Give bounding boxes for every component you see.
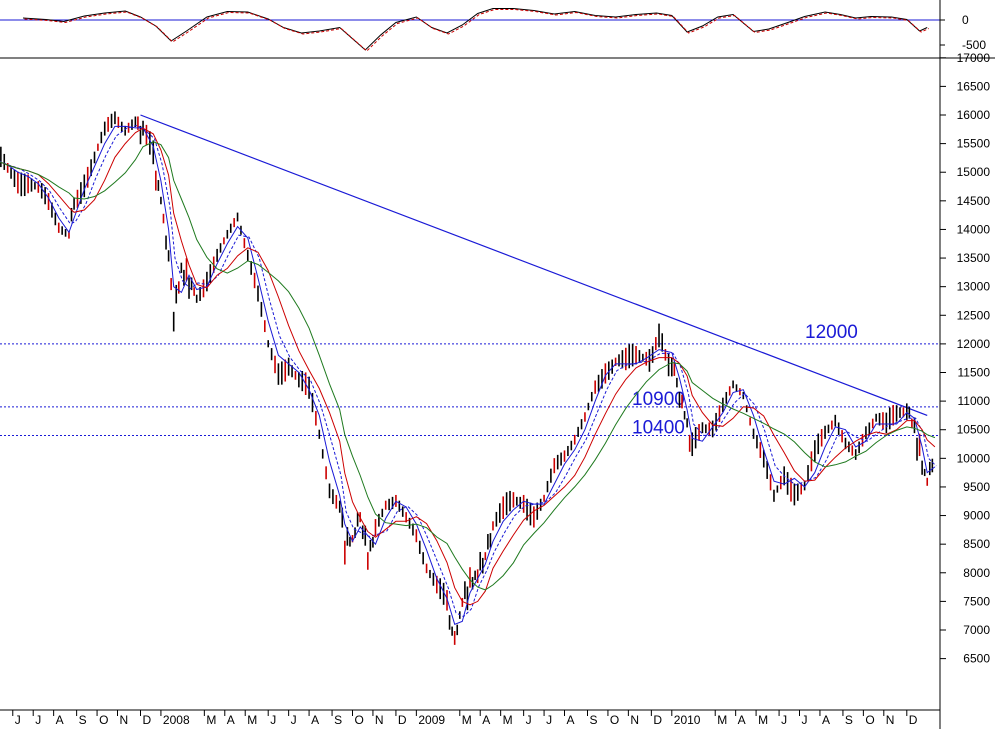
price-bars <box>0 111 934 645</box>
date-tick-label: M <box>247 713 257 727</box>
date-tick-label: S <box>334 713 342 727</box>
date-tick-label: A <box>482 713 490 727</box>
date-tick-label: M <box>206 713 216 727</box>
price-tick-label: 12500 <box>957 308 991 322</box>
date-tick-label: S <box>79 713 87 727</box>
date-tick-label: D <box>909 713 918 727</box>
oscillator-panel: 0 -500 <box>0 8 995 59</box>
date-tick-label: S <box>845 713 853 727</box>
price-tick-label: 11500 <box>958 366 991 380</box>
price-tick-label: 16000 <box>957 108 991 122</box>
date-tick-label: J <box>802 713 808 727</box>
date-tick-label: N <box>120 713 129 727</box>
date-tick-label: A <box>738 713 746 727</box>
level-label-12000: 12000 <box>805 322 858 343</box>
moving-average-blue <box>0 125 936 625</box>
date-tick-label: S <box>590 713 598 727</box>
price-tick-label: 11000 <box>958 394 991 408</box>
price-tick-label: 10000 <box>957 451 991 465</box>
price-tick-label: 8000 <box>963 566 990 580</box>
price-tick-label: 7500 <box>963 594 990 608</box>
date-tick-label: J <box>526 713 532 727</box>
price-tick-label: 9500 <box>963 480 990 494</box>
date-tick-label: O <box>99 713 108 727</box>
price-tick-label: 15000 <box>957 165 991 179</box>
price-tick-label: 14000 <box>957 222 991 236</box>
date-tick-label: N <box>886 713 895 727</box>
date-tick-label: D <box>653 713 662 727</box>
date-tick-label: A <box>56 713 64 727</box>
level-label-10400: 10400 <box>632 417 685 438</box>
date-tick-label: N <box>630 713 639 727</box>
date-tick-label: J <box>15 713 21 727</box>
price-tick-label: 9000 <box>963 509 990 523</box>
date-tick-label: D <box>398 713 407 727</box>
price-tick-label: 14500 <box>957 194 991 208</box>
date-tick-label: J <box>291 713 297 727</box>
date-tick-label: M <box>717 713 727 727</box>
oscillator-series-dashed <box>24 9 929 52</box>
date-tick-label: A <box>567 713 575 727</box>
date-tick-label: M <box>503 713 513 727</box>
moving-average-blue-dashed <box>0 124 937 618</box>
date-tick-label: M <box>758 713 768 727</box>
date-tick-label: O <box>865 713 874 727</box>
price-tick-label: 12000 <box>957 337 991 351</box>
date-tick-label: 2008 <box>163 713 190 727</box>
moving-average-red <box>0 127 936 606</box>
date-tick-label: A <box>311 713 319 727</box>
date-tick-label: 2010 <box>674 713 701 727</box>
date-tick-label: J <box>270 713 276 727</box>
price-tick-label: 13500 <box>957 251 991 265</box>
date-tick-label: A <box>822 713 830 727</box>
price-tick-label: 17000 <box>957 51 991 65</box>
price-tick-label: 8500 <box>963 537 990 551</box>
price-tick-label: 13000 <box>957 280 991 294</box>
oscillator-tick-label: 0 <box>962 13 969 27</box>
price-tick-label: 7000 <box>963 623 990 637</box>
date-tick-label: M <box>462 713 472 727</box>
level-label-10900: 10900 <box>632 389 685 410</box>
date-tick-label: D <box>142 713 151 727</box>
date-tick-label: N <box>375 713 384 727</box>
date-tick-label: J <box>35 713 41 727</box>
moving-average-green <box>0 141 936 591</box>
price-tick-label: 10500 <box>957 423 991 437</box>
trendline <box>140 114 928 416</box>
date-tick-label: O <box>355 713 364 727</box>
date-tick-label: 2009 <box>418 713 445 727</box>
price-tick-label: 16500 <box>957 79 991 93</box>
date-tick-label: J <box>781 713 787 727</box>
oscillator-series-solid <box>22 8 928 51</box>
date-tick-label: O <box>610 713 619 727</box>
date-tick-label: A <box>227 713 235 727</box>
price-tick-label: 15500 <box>957 137 991 151</box>
oscillator-tick-label: -500 <box>962 38 986 52</box>
price-tick-label: 6500 <box>963 652 990 666</box>
date-tick-label: J <box>546 713 552 727</box>
